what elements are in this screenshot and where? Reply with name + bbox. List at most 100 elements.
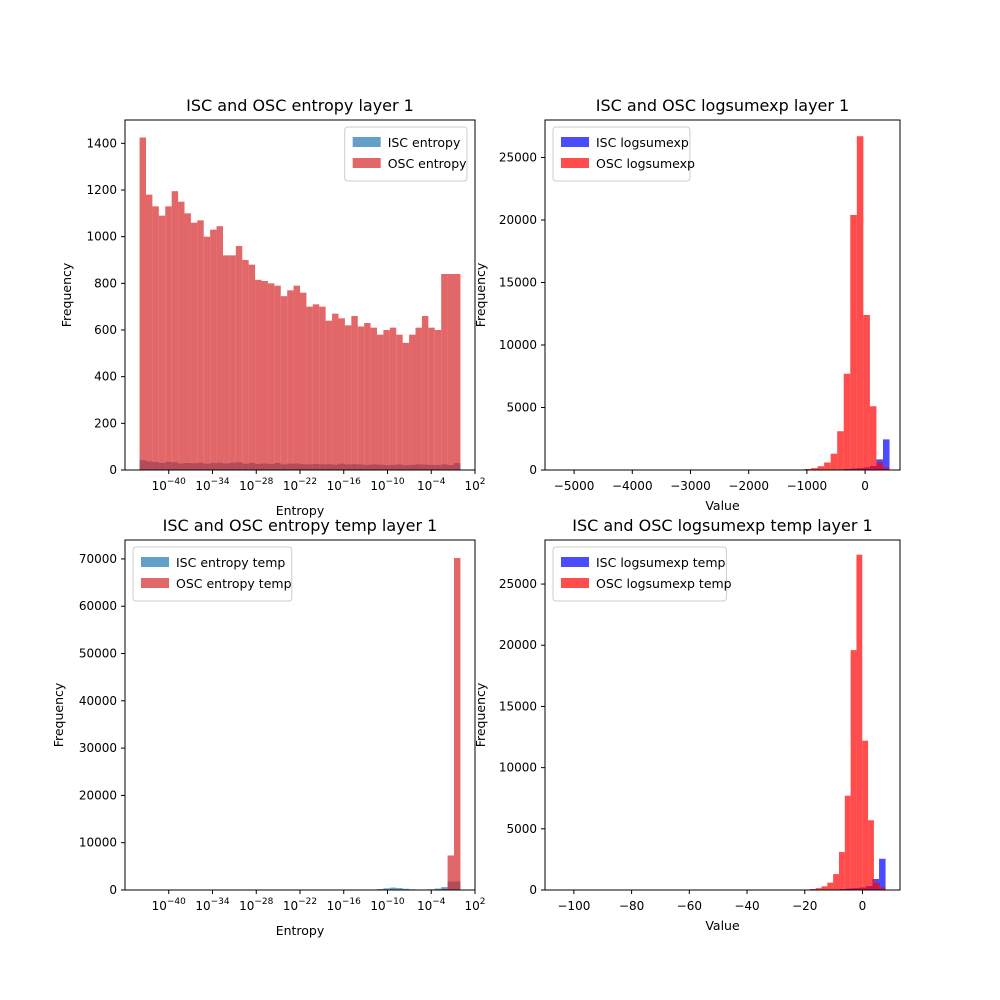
y-tick-label: 800 [94, 276, 117, 290]
x-tick-label: −100 [557, 899, 590, 913]
chart-title: ISC and OSC logsumexp temp layer 1 [572, 516, 872, 535]
legend-box [552, 546, 727, 602]
bar-series2-bin12 [216, 226, 223, 470]
y-tick-label: 5000 [506, 822, 537, 836]
x-axis-label: Value [705, 498, 740, 513]
bar-series2-bin48 [876, 462, 883, 470]
bar-series2-bin1 [146, 194, 153, 470]
legend-label: ISC entropy temp [176, 555, 285, 570]
x-axis-label: Value [705, 918, 740, 933]
y-tick-label: 15000 [499, 699, 537, 713]
bars-group [139, 137, 461, 470]
bar-series2-bin22 [280, 296, 288, 470]
bar-series2-bin49 [454, 274, 461, 470]
legend: ISC logsumexp temp OSC logsumexp temp [552, 546, 732, 602]
bar-series2-bin6 [178, 201, 185, 470]
y-tick-label: 60000 [79, 599, 117, 613]
bar-series1-bin49 [879, 858, 886, 890]
x-tick-label: 10−10 [370, 477, 405, 493]
x-tick-label: −80 [619, 899, 644, 913]
bar-series2-bin25 [300, 292, 307, 470]
y-tick-label: 400 [94, 370, 117, 384]
bar-series2-bin10 [203, 236, 211, 470]
legend-swatch [561, 578, 589, 588]
bar-series2-bin44 [421, 316, 429, 470]
legend: ISC entropy OSC entropy [344, 126, 468, 182]
bar-series2-bin37 [377, 334, 384, 470]
bar-series2-bin9 [197, 220, 204, 470]
legend: ISC entropy temp OSC entropy temp [132, 546, 293, 602]
bar-series2-bin14 [229, 255, 236, 470]
x-tick-label: −1000 [787, 479, 828, 493]
bar-series2-bin47 [441, 274, 448, 470]
bar-series1-bin39 [389, 887, 397, 890]
x-tick-label: 0 [859, 899, 867, 913]
y-tick-label: 1000 [86, 230, 117, 244]
legend-label: OSC logsumexp [596, 156, 695, 171]
bar-series2-bin4 [165, 206, 172, 470]
y-axis-label: Frequency [51, 682, 66, 747]
bar-series2-bin48 [447, 855, 454, 890]
bar-series2-bin42 [409, 334, 416, 470]
bar-series2-bin32 [344, 325, 352, 470]
bar-series2-bin17 [248, 264, 256, 470]
bar-series2-bin51 [856, 554, 863, 890]
bar-series2-bin39 [389, 327, 397, 470]
bar-series2-bin23 [287, 290, 294, 470]
x-tick-label: 10−40 [152, 897, 187, 913]
y-tick-label: 1200 [86, 183, 117, 197]
y-tick-label: 15000 [499, 276, 537, 290]
y-tick-label: 20000 [499, 213, 537, 227]
bar-series1-bin40 [396, 888, 403, 890]
x-tick-label: 10−16 [327, 897, 362, 913]
x-axis-label: Entropy [276, 503, 325, 518]
bar-series2-bin36 [370, 327, 377, 470]
legend-label: ISC logsumexp temp [596, 555, 726, 570]
x-tick-label: 10−4 [417, 897, 446, 913]
x-tick-label: 0 [861, 479, 869, 493]
bar-series2-bin7 [184, 213, 191, 470]
bar-series2-bin49 [844, 795, 851, 890]
bar-series2-bin26 [306, 306, 313, 470]
legend-label: OSC entropy [388, 156, 467, 171]
bar-series2-bin35 [364, 323, 371, 470]
bar-series2-bin47 [833, 874, 839, 890]
axes-frame [544, 119, 901, 471]
bar-series1-bin47 [441, 887, 448, 890]
bar-series1-bin46 [434, 888, 442, 890]
chart-title: ISC and OSC entropy temp layer 1 [163, 516, 438, 535]
x-tick-label: 10−10 [370, 897, 405, 913]
x-tick-label: 10−22 [283, 477, 317, 493]
bar-series2-bin48 [838, 852, 845, 890]
bar-series2-bin39 [817, 466, 825, 470]
chart-panel-2: −5000 −4000 −3000 −2000 −1000 0 0 5000 10000 1500… [473, 96, 901, 513]
y-tick-label: 20000 [499, 638, 537, 652]
chart-title: ISC and OSC logsumexp layer 1 [596, 96, 849, 115]
chart-panel-1: 10−40 10−34 10−28 10−22 10−16 10−10 10−4 102 0 20… [59, 96, 486, 518]
bar-series2-bin48 [447, 274, 454, 470]
bar-series2-bin20 [267, 283, 275, 470]
y-tick-label: 200 [94, 416, 117, 430]
x-tick-label: −5000 [554, 479, 595, 493]
bar-series1-bin49 [882, 439, 890, 470]
bar-series2-bin49 [882, 467, 890, 470]
y-axis-label: Frequency [473, 262, 488, 327]
legend-box [132, 546, 293, 602]
bar-series2-bin0 [139, 137, 146, 470]
legend-label: OSC entropy temp [176, 576, 292, 591]
bar-series2-bin43 [415, 327, 422, 470]
chart-title: ISC and OSC entropy layer 1 [186, 96, 414, 115]
x-tick-label: 10−4 [417, 477, 446, 493]
bar-series1-bin41 [402, 888, 410, 890]
x-tick-label: 10−28 [239, 477, 274, 493]
bar-series2-bin19 [261, 281, 268, 470]
axes-frame [544, 539, 901, 891]
bar-series2-bin40 [396, 334, 403, 470]
legend: ISC logsumexp OSC logsumexp [552, 126, 695, 182]
legend-swatch [561, 137, 589, 147]
x-tick-label: 10−22 [283, 897, 317, 913]
y-tick-label: 0 [529, 883, 537, 897]
y-tick-label: 50000 [79, 647, 117, 661]
bar-series2-bin21 [274, 285, 281, 470]
x-tick-label: 10−28 [239, 897, 274, 913]
